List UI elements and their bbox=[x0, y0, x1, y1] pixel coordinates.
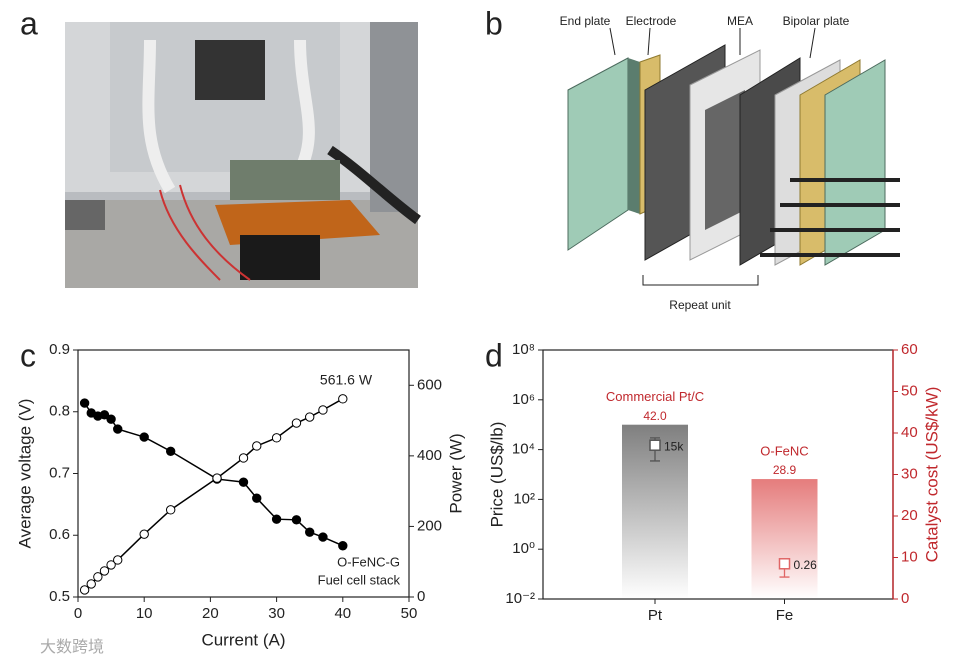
y-tick-label: 10⁶ bbox=[512, 391, 535, 408]
annotation: O-FeNC-G bbox=[337, 554, 400, 569]
diagram-label: Electrode bbox=[626, 14, 677, 28]
data-point bbox=[99, 410, 110, 420]
x-tick-label: Fe bbox=[776, 607, 794, 624]
x-tick-label: 20 bbox=[202, 605, 219, 622]
data-point bbox=[778, 558, 791, 570]
watermark: 大数跨境 bbox=[40, 637, 104, 656]
value-label: 0.26 bbox=[794, 558, 818, 572]
annotation: 561.6 W bbox=[320, 372, 373, 388]
annotation: Fuel cell stack bbox=[318, 572, 401, 587]
data-point bbox=[291, 418, 302, 428]
y2-tick-label: 40 bbox=[901, 424, 918, 441]
x-tick-label: Pt bbox=[648, 607, 663, 624]
data-point bbox=[212, 473, 222, 483]
y-tick-label: 10⁻² bbox=[505, 590, 535, 607]
y2-tick-label: 20 bbox=[901, 507, 918, 524]
data-point bbox=[252, 441, 262, 451]
data-point bbox=[79, 398, 90, 408]
data-point bbox=[305, 412, 315, 422]
data-point bbox=[338, 541, 348, 551]
data-point bbox=[305, 527, 315, 537]
data-point bbox=[139, 432, 149, 442]
data-point bbox=[106, 560, 116, 570]
data-point bbox=[649, 439, 661, 451]
y2-tick-label: 30 bbox=[901, 465, 918, 482]
bar-label: Commercial Pt/C bbox=[606, 389, 704, 404]
panel-label: d bbox=[485, 337, 503, 373]
series-line bbox=[83, 402, 344, 547]
diagram-label: End plate bbox=[560, 14, 611, 28]
stack-diagram: End plate Electrode MEA Bipolar plate Re… bbox=[560, 14, 900, 312]
data-point bbox=[318, 532, 328, 542]
data-point bbox=[318, 405, 328, 415]
y2-tick-label: 0 bbox=[901, 590, 909, 607]
value-label: 28.9 bbox=[773, 463, 797, 477]
y-tick-label: 10⁴ bbox=[512, 441, 535, 458]
diagram-label: Repeat unit bbox=[669, 298, 731, 312]
panel-label: c bbox=[20, 337, 36, 373]
data-point bbox=[86, 579, 96, 589]
value-label: 42.0 bbox=[643, 409, 667, 423]
y-axis-label: Price (US$/lb) bbox=[487, 422, 506, 528]
data-point bbox=[113, 555, 123, 565]
y2-axis-label: Catalyst cost (US$/kW) bbox=[922, 387, 941, 563]
y2-tick-label: 600 bbox=[417, 376, 442, 393]
data-point bbox=[99, 566, 110, 576]
y-axis-label: Average voltage (V) bbox=[15, 399, 34, 549]
data-point bbox=[252, 493, 262, 503]
plot-frame bbox=[542, 349, 894, 600]
data-point bbox=[139, 529, 149, 539]
x-axis-label: Current (A) bbox=[201, 630, 285, 649]
y2-tick-label: 200 bbox=[417, 517, 442, 534]
data-point bbox=[271, 514, 282, 524]
data-point bbox=[93, 572, 103, 582]
bar bbox=[751, 479, 818, 599]
series-line bbox=[84, 398, 344, 591]
data-point bbox=[165, 505, 176, 515]
y2-tick-label: 400 bbox=[417, 447, 442, 464]
data-point bbox=[238, 453, 249, 463]
data-point bbox=[338, 394, 348, 404]
y-tick-label: 0.8 bbox=[49, 403, 70, 420]
x-tick-label: 30 bbox=[268, 605, 285, 622]
x-tick-label: 40 bbox=[334, 605, 351, 622]
y-tick-label: 10⁰ bbox=[512, 540, 535, 557]
data-point bbox=[291, 515, 302, 525]
y-tick-label: 0.7 bbox=[49, 464, 70, 481]
data-point bbox=[106, 414, 116, 424]
y2-tick-label: 10 bbox=[901, 548, 918, 565]
diagram-label: MEA bbox=[727, 14, 753, 28]
data-point bbox=[79, 585, 90, 595]
diagram-label: Bipolar plate bbox=[783, 14, 850, 28]
data-point bbox=[165, 446, 176, 456]
data-point bbox=[238, 477, 249, 487]
x-tick-label: 0 bbox=[74, 605, 82, 622]
y2-tick-label: 50 bbox=[901, 382, 918, 399]
data-point bbox=[113, 424, 123, 434]
y-tick-label: 10² bbox=[513, 490, 535, 507]
y-tick-label: 0.9 bbox=[49, 341, 70, 358]
y2-tick-label: 60 bbox=[901, 341, 918, 358]
value-label: 15k bbox=[664, 439, 684, 453]
panel-label: a bbox=[20, 5, 38, 41]
y-tick-label: 0.6 bbox=[49, 526, 70, 543]
photo bbox=[65, 22, 421, 288]
y2-tick-label: 0 bbox=[417, 588, 425, 605]
y2-axis-label: Power (W) bbox=[446, 433, 465, 513]
x-tick-label: 50 bbox=[401, 605, 418, 622]
x-tick-label: 10 bbox=[136, 605, 153, 622]
y-tick-label: 0.5 bbox=[49, 588, 70, 605]
data-point bbox=[271, 433, 282, 443]
y-tick-label: 10⁸ bbox=[512, 341, 535, 358]
bar-label: O-FeNC bbox=[760, 444, 808, 459]
panel-label: b bbox=[485, 5, 503, 41]
